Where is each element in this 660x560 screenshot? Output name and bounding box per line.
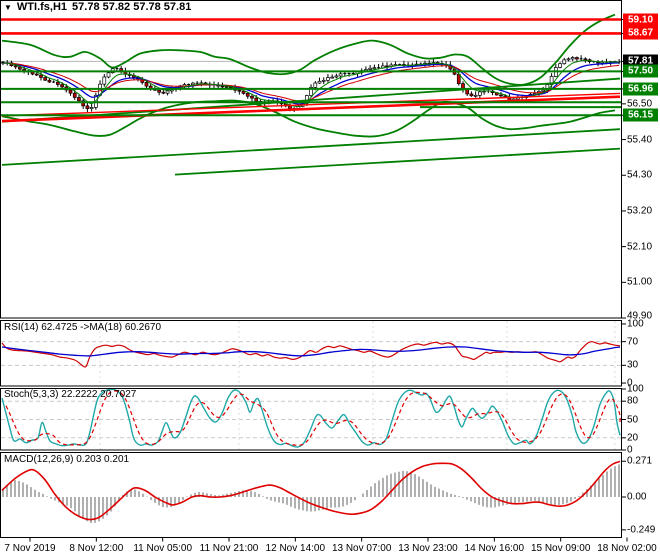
macd-panel-label: MACD(12,26,9) 0.203 0.201 (4, 454, 130, 465)
rsi-rsi-line (1, 341, 621, 368)
ohlc-readout: 57.78 57.82 57.78 57.81 (72, 1, 192, 13)
stoch-k-line (1, 388, 621, 448)
rsi-ma-line (1, 346, 621, 357)
rsi-axis-label: 30 (627, 359, 639, 371)
stochastic-panel-label: Stoch(5,3,3) 22.2222 20.7027 (4, 389, 137, 400)
price-level-badge: 56.96 (623, 82, 658, 96)
price-level-badge: 59.10 (623, 13, 658, 26)
stoch-axis-label: 50 (627, 414, 639, 425)
bollinger-upper-band (1, 13, 616, 86)
rsi-axis-label: 0 (627, 377, 633, 389)
time-axis-label: 12 Nov 14:00 (265, 543, 326, 554)
price-axis-label: 52.10 (627, 241, 653, 253)
time-axis-label: 8 Nov 12:00 (69, 543, 124, 554)
symbol-dropdown-icon[interactable]: ▼ (4, 2, 12, 12)
time-axis-label: 11 Nov 05:00 (133, 543, 193, 554)
red-trendline[interactable] (1, 95, 621, 123)
rsi-panel (1, 321, 621, 386)
panel-border (0, 452, 622, 538)
green-trendline[interactable] (1, 128, 621, 166)
green-trendline[interactable] (174, 147, 621, 176)
bollinger-lower-band (1, 99, 616, 138)
price-axis-label: 56.50 (627, 98, 653, 110)
stoch-axis-label: 0 (627, 444, 633, 456)
stochastic-panel (1, 388, 621, 450)
price-axis-label: 55.40 (627, 134, 653, 146)
price-axis-label: 53.20 (627, 205, 653, 217)
time-axis-label: 18 Nov 02:00 (597, 543, 657, 554)
price-axis-label: 49.90 (627, 310, 653, 322)
macd-signal-line (1, 460, 621, 521)
rsi-axis-label: 70 (627, 336, 639, 348)
chart-title-bar: ▼ WTI.fs,H1 57.78 57.82 57.78 57.81 (4, 1, 191, 13)
macd-histogram (2, 464, 620, 523)
price-level-badge: 57.50 (623, 64, 658, 78)
price-axis-label: 51.00 (627, 276, 653, 288)
price-level-badge: 57.81 (623, 54, 658, 68)
panel-border (0, 320, 622, 387)
stoch-axis-label: 20 (627, 432, 639, 444)
time-axis-label: 14 Nov 16:00 (464, 543, 525, 554)
rsi-axis-label: 100 (627, 318, 644, 330)
time-axis-label: 7 Nov 2019 (4, 543, 56, 554)
panel-border (0, 388, 622, 451)
symbol-period-label: WTI.fs,H1 (16, 1, 68, 13)
macd-axis-label: -0.249 (627, 524, 656, 536)
time-axis-label: 15 Nov 09:00 (530, 543, 591, 554)
panel-border (0, 0, 622, 319)
stoch-axis-label: 80 (627, 395, 639, 407)
time-axis-label: 13 Nov 23:00 (398, 543, 458, 554)
time-axis-label: 11 Nov 21:00 (199, 543, 259, 554)
macd-panel (1, 460, 621, 523)
price-level-badge: 56.15 (623, 108, 658, 122)
time-axis-label: 13 Nov 07:00 (331, 543, 392, 554)
macd-axis-label: 0.00 (627, 491, 647, 503)
red-trendline[interactable] (1, 92, 621, 117)
rsi-panel-label: RSI(14) 62.4725 ->MA(18) 60.2670 (4, 322, 162, 333)
price-level-badge: 58.67 (623, 26, 658, 40)
main-price-panel (1, 13, 621, 176)
price-axis-label: 54.30 (627, 169, 653, 181)
stoch-d-line (5, 390, 621, 446)
macd-axis-label: 0.271 (627, 455, 653, 467)
stoch-axis-label: 100 (627, 383, 644, 395)
